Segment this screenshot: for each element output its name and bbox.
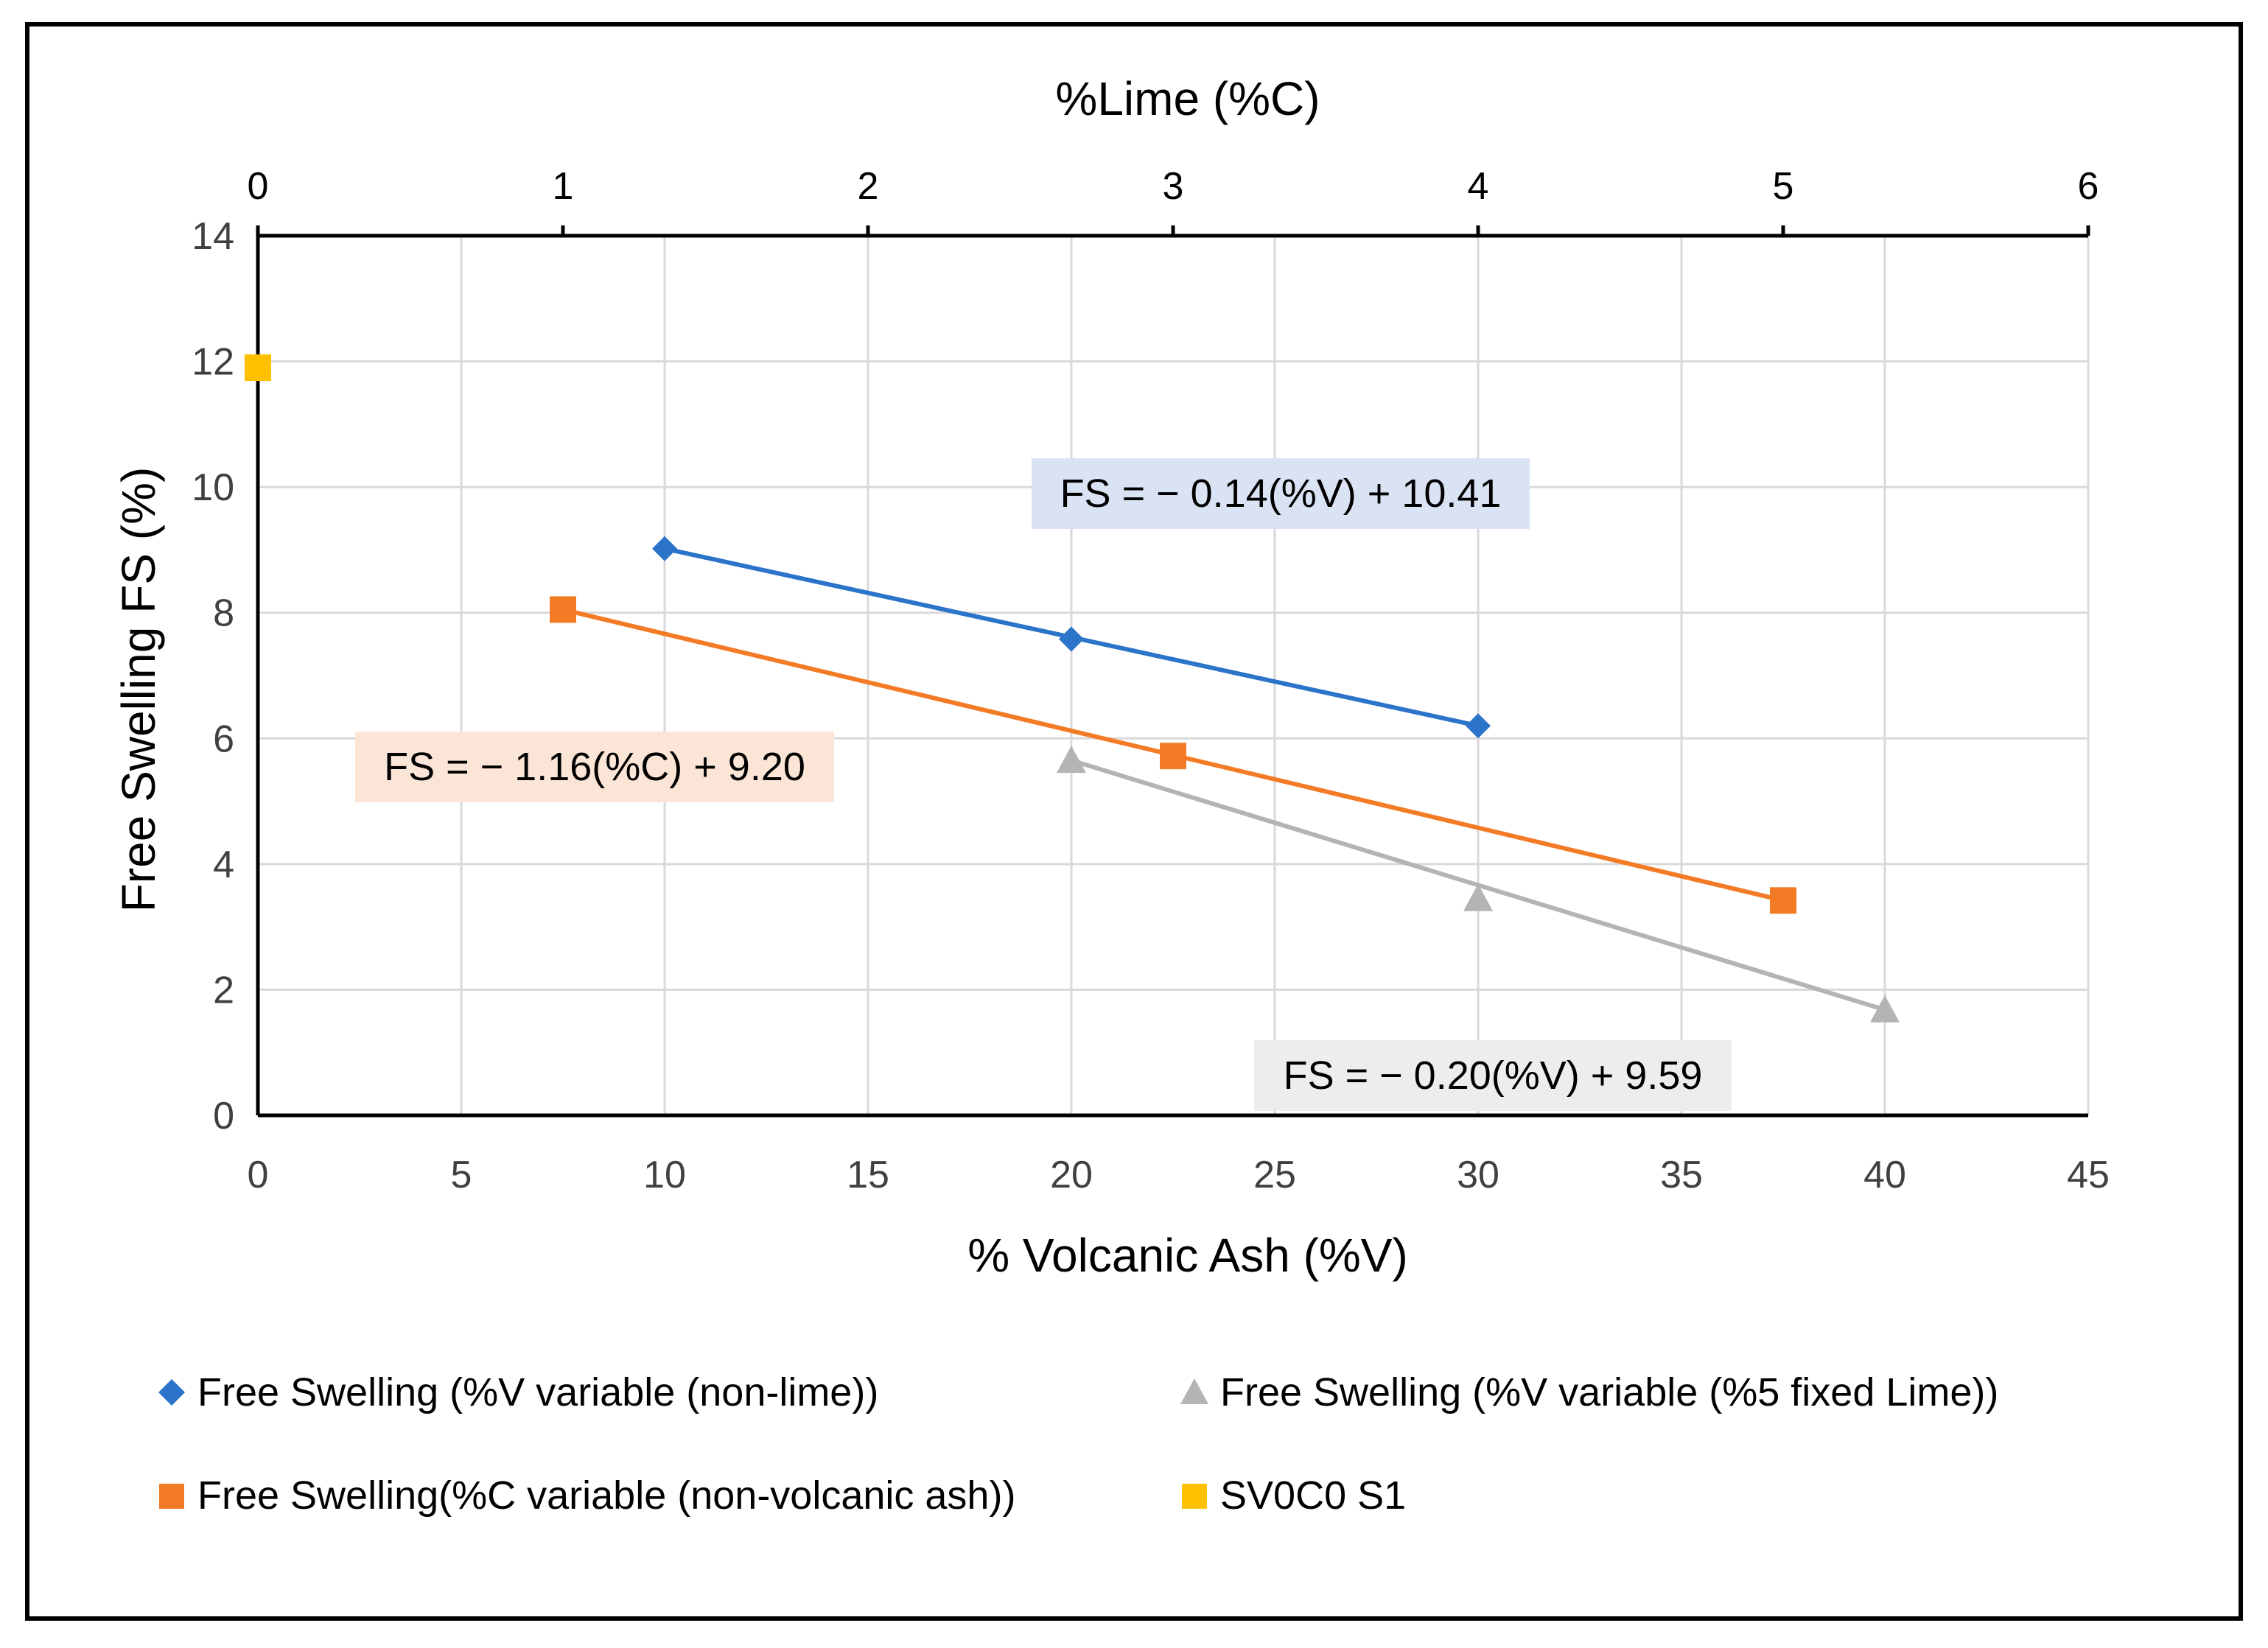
equation-box: [1032, 458, 1530, 529]
y-tick-label: 2: [213, 969, 234, 1011]
square-marker-icon: [1160, 743, 1186, 770]
y-tick-label: 8: [213, 592, 234, 635]
square-marker-icon: [550, 596, 576, 623]
x-secondary-tick-label: 1: [553, 165, 574, 208]
y-axis-title: Free Swelling FS (%): [112, 467, 165, 913]
legend-item-non-lime: Free Swelling (%V variable (non-lime)): [158, 1370, 878, 1414]
diamond-marker-icon: [1059, 626, 1084, 652]
square-marker-icon: [1182, 1484, 1207, 1509]
square-marker-icon: [245, 354, 271, 382]
x-primary-tick-label: 15: [847, 1154, 889, 1196]
x-primary-tick-label: 25: [1253, 1154, 1296, 1196]
y-tick-label: 12: [192, 341, 234, 384]
chart-frame: 0 1 2 3 4 5 6 0 5 10 15 20 25 30 35 40 45 0 2 4 6 8 10 12 14 FS …: [25, 22, 2243, 1621]
equation-label: FS = − 0.20(%V) + 9.59: [1284, 1053, 1703, 1098]
x-secondary-tick-label: 6: [2078, 165, 2099, 208]
x-primary-tick-label: 40: [1863, 1154, 1906, 1196]
legend-item-sv0c0: SV0C0 S1: [1182, 1473, 1406, 1518]
y-tick-label: 0: [213, 1095, 234, 1137]
legend-label: Free Swelling (%V variable (%5 fixed Lim…: [1220, 1370, 1998, 1414]
y-tick-label: 6: [213, 718, 234, 760]
legend-label: Free Swelling (%V variable (non-lime)): [197, 1370, 878, 1414]
x-secondary-tick-label: 0: [248, 165, 269, 208]
x-primary-tick-label: 45: [2067, 1154, 2110, 1196]
triangle-marker-icon: [1057, 746, 1086, 774]
diamond-marker-icon: [652, 536, 677, 561]
triangle-marker-icon: [1180, 1378, 1208, 1404]
x-secondary-tick-label: 4: [1468, 165, 1489, 208]
x-primary-tick-label: 30: [1457, 1154, 1499, 1196]
x-secondary-tick-label: 2: [858, 165, 879, 208]
equation-box: [355, 732, 834, 802]
x-primary-tick-label: 20: [1050, 1154, 1093, 1196]
x-primary-tick-label: 35: [1660, 1154, 1703, 1196]
legend-label: SV0C0 S1: [1220, 1473, 1406, 1518]
equation-label: FS = − 1.16(%C) + 9.20: [384, 745, 805, 789]
x-secondary-tick-label: 3: [1163, 165, 1184, 208]
x-primary-tick-label: 10: [643, 1154, 686, 1196]
legend-item-non-volcanic-ash: Free Swelling(%C variable (non-volcanic …: [159, 1473, 1015, 1518]
equation-box: [1254, 1040, 1732, 1111]
x-secondary-tick-label: 5: [1773, 165, 1794, 208]
legend: Free Swelling (%V variable (non-lime)) F…: [158, 1370, 1998, 1518]
diamond-marker-icon: [158, 1379, 185, 1406]
triangle-marker-icon: [1870, 995, 1900, 1023]
equation-annotations: FS = − 0.14(%V) + 10.41 FS = − 1.16(%C) +…: [355, 458, 1732, 1111]
y-tick-label: 14: [192, 215, 234, 258]
y-tick-label: 10: [192, 466, 234, 509]
y-tick-label: 4: [213, 844, 234, 886]
legend-item-fixed-lime: Free Swelling (%V variable (%5 fixed Lim…: [1180, 1370, 1998, 1414]
x-secondary-axis-title: %Lime (%C): [1055, 72, 1320, 125]
data-points: [245, 354, 1900, 1023]
equation-label: FS = − 0.14(%V) + 10.41: [1060, 471, 1502, 516]
x-primary-tick-label: 0: [248, 1154, 269, 1196]
gridlines: [258, 234, 2090, 1115]
square-marker-icon: [159, 1484, 184, 1509]
square-marker-icon: [1770, 887, 1796, 914]
x-axis-title: % Volcanic Ash (%V): [967, 1229, 1408, 1282]
triangle-marker-icon: [1463, 883, 1493, 911]
x-primary-tick-label: 5: [451, 1154, 472, 1196]
diamond-marker-icon: [1466, 713, 1491, 739]
legend-label: Free Swelling(%C variable (non-volcanic …: [197, 1473, 1015, 1518]
